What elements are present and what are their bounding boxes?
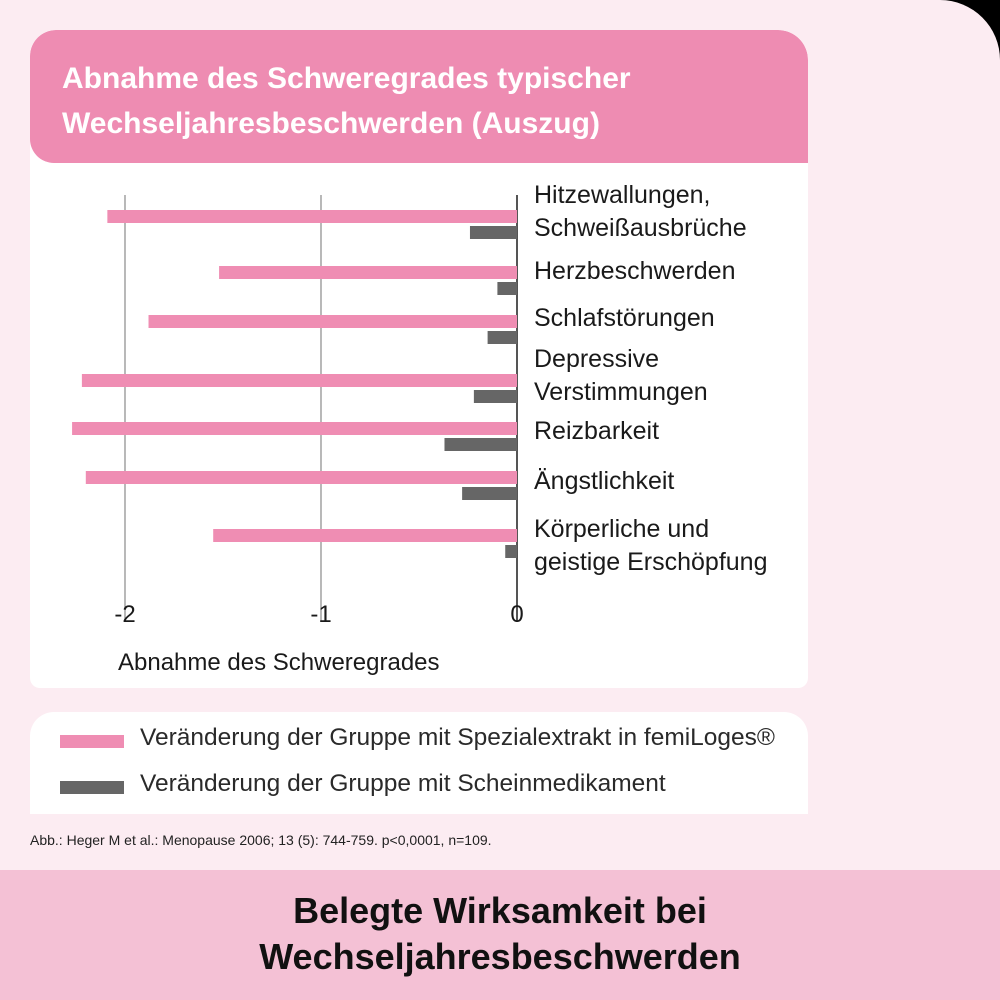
category-label: Körperliche und [534, 515, 709, 543]
bar-extract [85, 471, 518, 484]
x-tick-label: -2 [114, 601, 135, 628]
bar-chart: -2 -1 0 Hitzewallungen, Schweißausbrüche Herz… [72, 181, 767, 676]
category-label: Verstimmungen [534, 378, 708, 406]
category-label: Reizbarkeit [534, 417, 659, 445]
x-axis-label: Abnahme des Schweregrades [118, 649, 440, 676]
legend-label-placebo: Veränderung der Gruppe mit Scheinmedikam… [140, 770, 666, 797]
chart-title: Abnahme des Schweregrades typischer Wech… [62, 62, 631, 140]
footer-banner: Belegte Wirksamkeit bei Wechseljahresbes… [0, 870, 1000, 1000]
bar-extract [148, 315, 517, 328]
x-tick-label: 0 [510, 601, 523, 628]
legend-label-extract: Veränderung der Gruppe mit Spezialextrak… [140, 724, 775, 751]
bar-extract [219, 266, 517, 279]
category-label: Herzbeschwerden [534, 257, 736, 285]
source-note: Abb.: Heger M et al.: Menopause 2006; 13… [30, 832, 492, 848]
category-label: Schweißausbrüche [534, 214, 747, 242]
bar-placebo [444, 438, 517, 451]
category-label: Ängstlichkeit [534, 467, 674, 495]
x-tick-label: -1 [310, 601, 331, 628]
category-label: Depressive [534, 345, 659, 373]
bar-extract [107, 210, 518, 223]
legend: Veränderung der Gruppe mit Spezialextrak… [30, 712, 808, 814]
legend-swatch-gray [60, 781, 124, 794]
bar-placebo [469, 226, 517, 239]
footer-headline: Belegte Wirksamkeit bei Wechseljahresbes… [259, 890, 741, 977]
bar-placebo [487, 331, 517, 344]
legend-swatch-pink [60, 735, 124, 748]
chart-card: -2 -1 0 Hitzewallungen, Schweißausbrüche Herz… [30, 30, 808, 688]
bar-placebo [473, 390, 517, 403]
bar-placebo [505, 545, 517, 558]
bar-extract [72, 422, 517, 435]
chart-header: Abnahme des Schweregrades typischer Wech… [30, 30, 808, 163]
category-label: Hitzewallungen, [534, 181, 711, 209]
bar-placebo [462, 487, 517, 500]
bar-placebo [497, 282, 517, 295]
bar-extract [81, 374, 517, 387]
category-label: geistige Erschöpfung [534, 548, 767, 576]
bar-extract [213, 529, 517, 542]
category-label: Schlafstörungen [534, 304, 715, 332]
corner-decoration [930, 0, 1000, 70]
